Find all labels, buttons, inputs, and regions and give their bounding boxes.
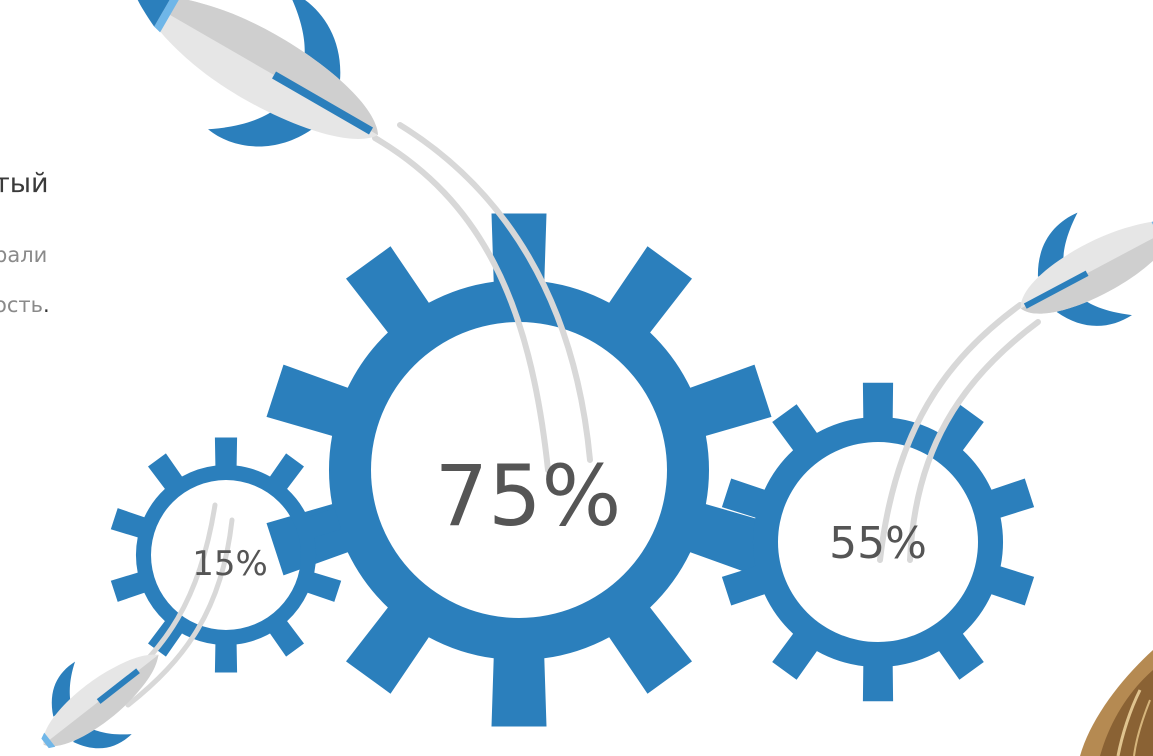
rocket-bottom-center-fin [96,668,140,704]
rocket-right [1020,212,1153,326]
rocket-bottom [41,654,159,749]
trail-right-rocket-a [877,302,1023,563]
small-gear-value: 15% [192,544,268,584]
trail-right-rocket-b [907,319,1041,563]
corner-photo [1080,650,1153,756]
trail-top-rocket-a [372,135,551,473]
rocket-right-center-fin [1023,270,1089,309]
trail-top-rocket-b [397,122,593,463]
body-text-line-1: рали [0,243,48,267]
large-gear [266,213,772,727]
rocket-right-shade [1020,222,1153,314]
rocket-top-fin-b [288,0,341,81]
body-text-line-2: ость. [0,293,50,317]
rocket-top-nose-stripe [154,0,181,33]
trail-bottom-rocket-b [125,517,235,708]
small-gear [110,437,342,673]
rocket-bottom-nose-stripe [41,732,56,749]
rocket-top-nose [135,0,173,27]
rocket-right-fin-a [1037,212,1078,277]
body-text-line-2-period: . [43,293,50,317]
heading-text: тый [0,168,49,199]
large-gear-value: 75% [435,447,622,545]
medium-gear [721,382,1035,702]
body-text-line-2-text: ость [0,293,44,317]
rocket-top [135,0,378,147]
medium-gear-value: 55% [829,518,927,569]
rocket-top-center-fin [272,71,374,135]
